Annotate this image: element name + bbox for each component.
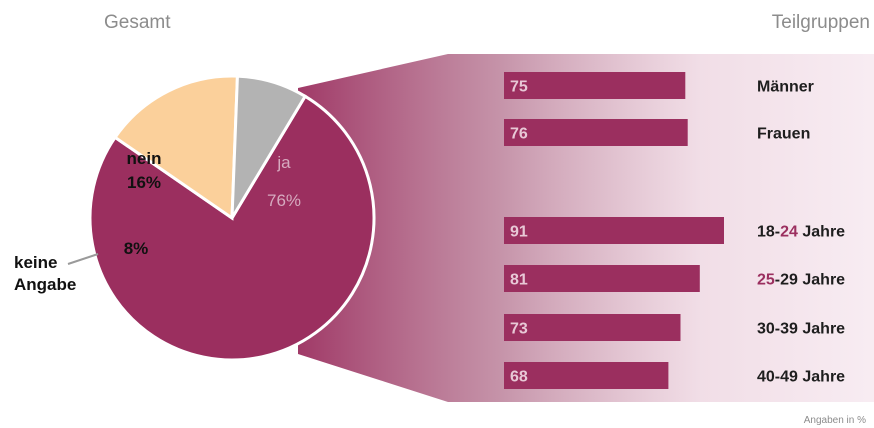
pie-label-no: nein (127, 149, 162, 168)
bar-label-2: 18-24 Jahre (757, 224, 845, 241)
bar-5 (504, 362, 669, 389)
overall-header: Gesamt (104, 12, 171, 33)
pie-slice-no (113, 74, 240, 221)
bar-4 (504, 314, 681, 341)
pie-value-no-answer: 8% (124, 239, 149, 258)
bar-value-2: 91 (510, 224, 528, 241)
bar-label-0: Männer (757, 79, 814, 96)
pie-slice-no-answer (230, 74, 308, 219)
pie-value-no: 16% (127, 173, 161, 192)
bar-1 (504, 119, 688, 146)
subgroups-header: Teilgruppen (771, 12, 870, 33)
units-note: Angaben in % (803, 415, 866, 426)
pie-label-yes: ja (276, 153, 291, 172)
pie-value-yes: 76% (267, 191, 301, 210)
bar-value-5: 68 (510, 369, 528, 386)
bar-value-4: 73 (510, 321, 528, 338)
pie-label-no-answer-line1: keine (14, 253, 57, 272)
bar-value-0: 75 (510, 79, 528, 96)
pie-label-no-answer-line2: Angabe (14, 275, 76, 294)
bar-label-5: 40-49 Jahre (757, 369, 845, 386)
bar-label-4: 30-39 Jahre (757, 321, 845, 338)
pie-slice-yes (88, 94, 376, 362)
no-answer-leader-line (67, 253, 99, 265)
bar-label-1: Frauen (757, 126, 810, 143)
bar-value-1: 76 (510, 126, 528, 143)
bar-0 (504, 72, 686, 99)
bar-2 (504, 217, 724, 244)
bar-value-3: 81 (510, 272, 528, 289)
bar-3 (504, 265, 700, 292)
bar-label-3: 25-29 Jahre (757, 272, 845, 289)
